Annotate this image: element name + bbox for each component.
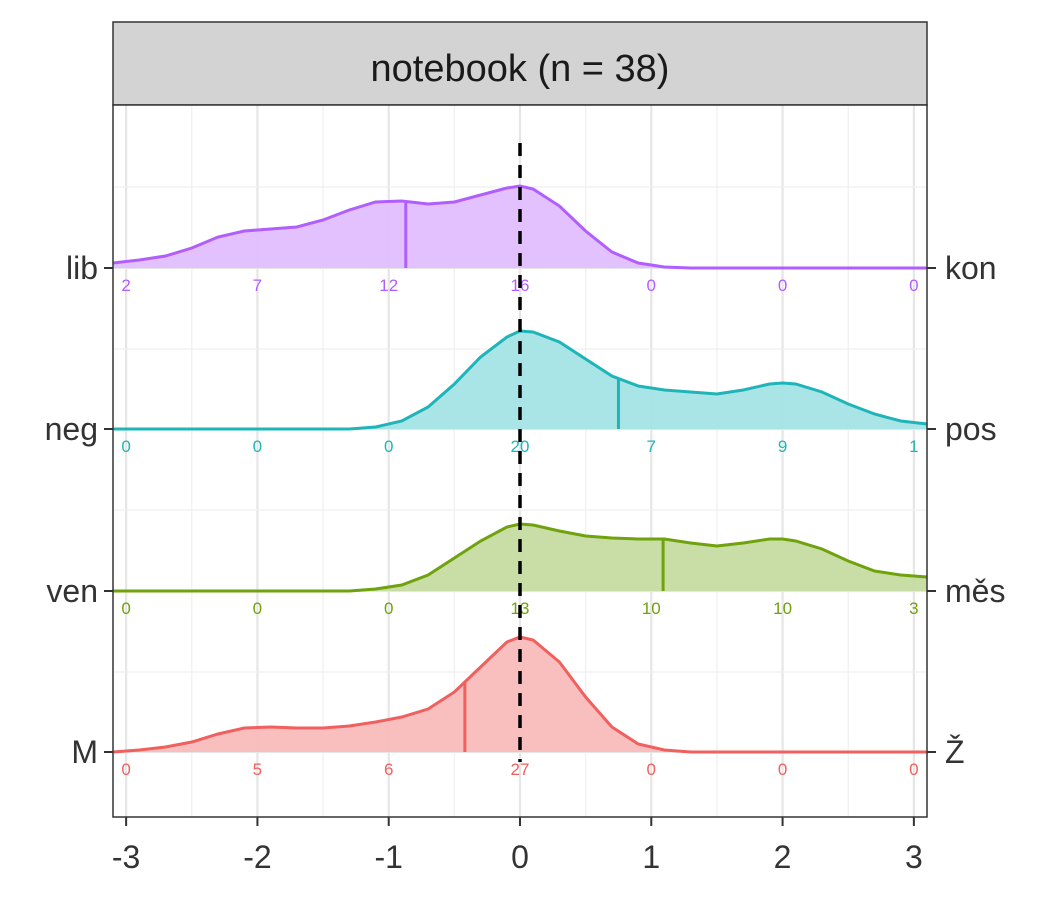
count-label: 0 — [253, 437, 262, 456]
density-area-lib — [113, 186, 927, 268]
density-area-ven — [113, 524, 927, 591]
x-tick-label: -3 — [112, 839, 140, 875]
count-label: 27 — [511, 760, 530, 779]
count-label: 9 — [778, 437, 787, 456]
y-label-right: měs — [945, 573, 1005, 609]
x-tick-label: 0 — [511, 839, 529, 875]
count-label: 3 — [909, 599, 918, 618]
count-label: 7 — [647, 437, 656, 456]
count-label: 0 — [384, 599, 393, 618]
count-label: 0 — [253, 599, 262, 618]
count-label: 0 — [647, 276, 656, 295]
facet-strip — [112, 21, 928, 106]
count-label: 6 — [384, 760, 393, 779]
density-line-M — [112, 635, 927, 754]
y-label-left: lib — [66, 250, 98, 286]
count-label: 0 — [121, 760, 130, 779]
density-line-ven — [113, 522, 928, 593]
count-label: 10 — [773, 599, 792, 618]
x-tick-label: 2 — [774, 839, 792, 875]
count-label: 5 — [253, 760, 262, 779]
count-label: 0 — [121, 437, 130, 456]
x-tick-label: 3 — [905, 839, 923, 875]
y-label-left: M — [71, 734, 98, 770]
count-label: 0 — [384, 437, 393, 456]
y-label-right: pos — [945, 411, 997, 447]
x-tick-label: 1 — [642, 839, 660, 875]
density-area-neg — [113, 331, 927, 429]
y-label-right: kon — [945, 250, 997, 286]
count-label: 20 — [511, 437, 530, 456]
y-label-right: Ž — [945, 734, 965, 770]
density-line-lib — [112, 184, 927, 270]
count-label: 0 — [909, 276, 918, 295]
density-line-neg — [113, 329, 928, 431]
count-label: 0 — [778, 760, 787, 779]
x-tick-label: -2 — [243, 839, 271, 875]
count-label: 2 — [121, 276, 130, 295]
count-label: 10 — [642, 599, 661, 618]
count-label: 12 — [379, 276, 398, 295]
count-label: 0 — [647, 760, 656, 779]
y-label-left: ven — [46, 573, 98, 609]
count-label: 7 — [253, 276, 262, 295]
x-tick-label: -1 — [374, 839, 402, 875]
count-label: 0 — [778, 276, 787, 295]
count-label: 0 — [121, 599, 130, 618]
facet-title: notebook (n = 38) — [371, 48, 670, 90]
count-label: 0 — [909, 760, 918, 779]
y-label-left: neg — [45, 411, 98, 447]
count-label: 1 — [909, 437, 918, 456]
